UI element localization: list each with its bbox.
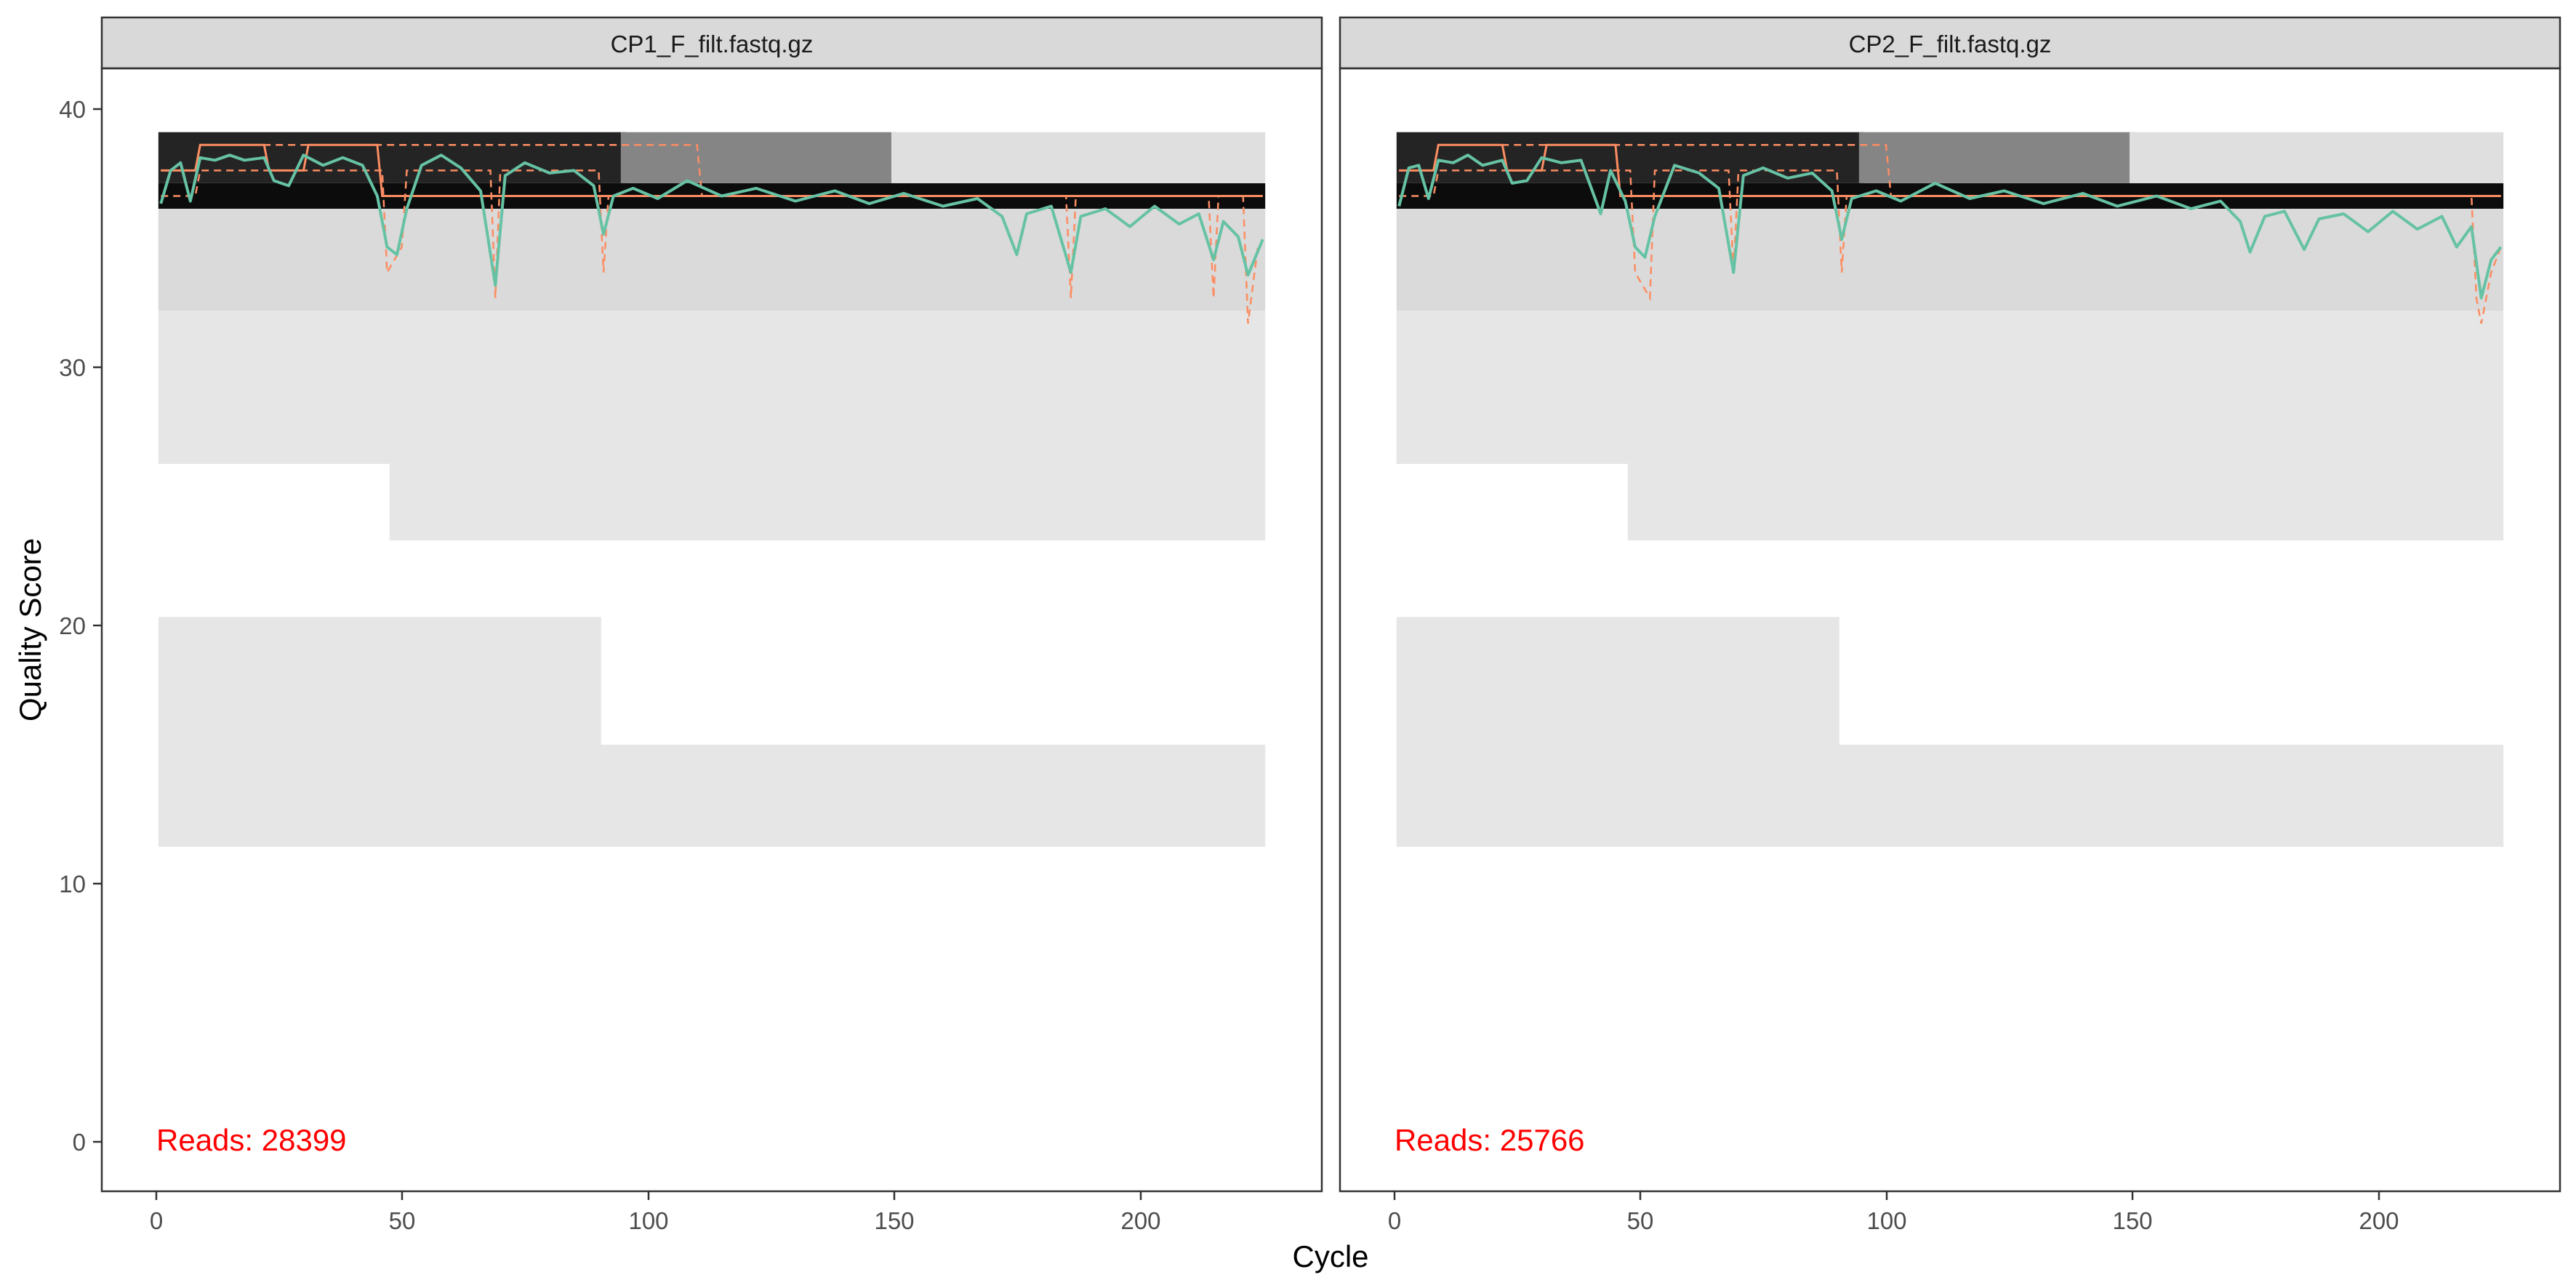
heatmap-band xyxy=(620,132,896,183)
x-tick-label: 200 xyxy=(1120,1207,1160,1234)
median-quality-line xyxy=(1399,143,2501,197)
plot-area-2 xyxy=(1396,132,2504,847)
x-tick-label: 0 xyxy=(1388,1207,1401,1234)
heatmap-band xyxy=(1627,463,2504,541)
reads-count-label-1: Reads: 28399 xyxy=(156,1123,347,1157)
median-quality-line xyxy=(161,143,1263,197)
x-tick-label: 200 xyxy=(2359,1207,2399,1234)
heatmap-band xyxy=(1396,311,2504,464)
x-tick-label: 0 xyxy=(150,1207,163,1234)
x-tick-label: 100 xyxy=(628,1207,668,1234)
facet-strip-1 xyxy=(100,16,1323,70)
panel-border-2 xyxy=(1339,67,2561,1193)
heatmap-band xyxy=(1396,744,2504,847)
plot-area-1 xyxy=(158,132,1266,847)
y-tick-label: 20 xyxy=(59,612,86,639)
facet-panel-2: CP2_F_filt.fastq.gz Reads: 25766 xyxy=(1339,16,2561,1193)
heatmap-band xyxy=(891,132,1266,183)
panel-border-1 xyxy=(100,67,1323,1193)
heatmap-band xyxy=(1396,209,2504,311)
facet-strip-label-1: CP1_F_filt.fastq.gz xyxy=(611,31,814,57)
heatmap-band xyxy=(158,744,1266,847)
y-tick-label: 40 xyxy=(59,96,86,123)
x-axis-title: Cycle xyxy=(1292,1239,1368,1273)
heatmap-band xyxy=(158,209,1266,311)
y-axis-title: Quality Score xyxy=(13,538,47,721)
heatmap-band xyxy=(158,311,1266,464)
heatmap-band xyxy=(1858,132,2135,183)
quantile-25-line xyxy=(1399,169,2502,324)
x-axis-1: 0 50 100 150 200 xyxy=(150,1191,1161,1234)
mean-quality-line xyxy=(159,153,1264,287)
heatmap-band xyxy=(2129,132,2504,183)
y-tick-label: 0 xyxy=(73,1129,86,1156)
x-tick-label: 150 xyxy=(874,1207,914,1234)
heatmap-band xyxy=(158,132,626,183)
heatmap-band xyxy=(1396,132,1864,183)
facet-strip-2 xyxy=(1339,16,2561,70)
heatmap-band xyxy=(389,463,1266,541)
facet-panel-1: CP1_F_filt.fastq.gz Reads: 28399 xyxy=(100,16,1323,1193)
x-tick-label: 50 xyxy=(389,1207,416,1234)
mean-quality-line xyxy=(1397,153,2503,300)
reads-count-label-2: Reads: 25766 xyxy=(1395,1123,1585,1157)
x-tick-label: 100 xyxy=(1866,1207,1906,1234)
y-tick-label: 10 xyxy=(59,871,86,897)
y-axis: 0 10 20 30 40 xyxy=(59,96,102,1156)
facet-strip-label-2: CP2_F_filt.fastq.gz xyxy=(1849,31,2052,57)
x-tick-label: 150 xyxy=(2112,1207,2152,1234)
x-tick-label: 50 xyxy=(1627,1207,1654,1234)
x-axis-2: 0 50 100 150 200 xyxy=(1388,1191,2399,1234)
y-tick-label: 30 xyxy=(59,354,86,381)
